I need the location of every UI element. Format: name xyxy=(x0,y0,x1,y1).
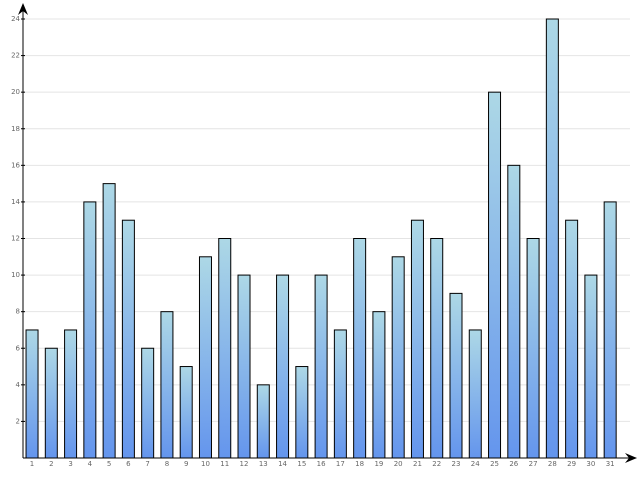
x-tick-label: 14 xyxy=(278,460,287,468)
x-tick-label: 15 xyxy=(297,460,306,468)
x-tick-label: 27 xyxy=(529,460,538,468)
x-tick-label: 11 xyxy=(220,460,229,468)
x-tick-label: 12 xyxy=(240,460,249,468)
x-tick-label: 20 xyxy=(394,460,403,468)
bar xyxy=(102,183,116,459)
bar xyxy=(391,256,405,459)
x-tick-label: 25 xyxy=(490,460,499,468)
x-tick-label: 13 xyxy=(259,460,268,468)
x-tick-label: 16 xyxy=(317,460,326,468)
y-tick-label: 22 xyxy=(11,52,20,60)
y-tick-label: 4 xyxy=(16,381,21,389)
bar xyxy=(603,201,617,459)
y-tick-label: 6 xyxy=(16,344,21,352)
bar xyxy=(449,292,463,459)
bar xyxy=(256,384,270,459)
x-tick-label: 4 xyxy=(88,460,93,468)
y-tick-label: 24 xyxy=(11,15,20,23)
x-tick-label: 2 xyxy=(49,460,53,468)
x-axis-arrow xyxy=(625,453,637,463)
x-tick-label: 1 xyxy=(30,460,34,468)
bar xyxy=(565,219,579,459)
bar xyxy=(468,329,482,459)
x-tick-label: 17 xyxy=(336,460,345,468)
x-tick-label: 6 xyxy=(126,460,131,468)
x-tick-label: 24 xyxy=(471,460,480,468)
bar xyxy=(64,329,78,459)
y-tick-label: 14 xyxy=(11,198,20,206)
y-tick-label: 12 xyxy=(11,235,20,243)
y-tick-label: 18 xyxy=(11,125,20,133)
bar xyxy=(526,238,540,459)
bar xyxy=(295,366,309,459)
x-tick-label: 26 xyxy=(509,460,518,468)
bar xyxy=(314,274,328,459)
y-tick-label: 20 xyxy=(11,88,20,96)
bar xyxy=(584,274,598,459)
x-tick-label: 10 xyxy=(201,460,210,468)
x-tick-label: 18 xyxy=(355,460,364,468)
y-tick-label: 8 xyxy=(16,308,20,316)
bar xyxy=(430,238,444,459)
bar xyxy=(198,256,212,459)
y-tick-label: 16 xyxy=(11,161,20,169)
x-tick-label: 19 xyxy=(374,460,383,468)
y-axis-arrow xyxy=(18,3,28,15)
bar xyxy=(545,18,559,459)
bar xyxy=(507,164,521,459)
bar xyxy=(410,219,424,459)
bar xyxy=(83,201,97,459)
bar xyxy=(121,219,135,459)
bar xyxy=(44,347,58,459)
x-tick-label: 29 xyxy=(567,460,576,468)
x-tick-label: 22 xyxy=(432,460,441,468)
x-tick-label: 5 xyxy=(107,460,111,468)
bar xyxy=(372,311,386,459)
y-tick-label: 2 xyxy=(16,417,20,425)
x-tick-label: 23 xyxy=(452,460,461,468)
x-tick-label: 31 xyxy=(606,460,615,468)
x-tick-label: 7 xyxy=(145,460,149,468)
bar xyxy=(237,274,251,459)
bar xyxy=(333,329,347,459)
bar xyxy=(25,329,39,459)
x-tick-label: 30 xyxy=(586,460,595,468)
x-tick-label: 8 xyxy=(165,460,169,468)
x-tick-label: 21 xyxy=(413,460,422,468)
x-tick-label: 9 xyxy=(184,460,188,468)
bar xyxy=(179,366,193,459)
bar xyxy=(353,238,367,459)
x-tick-label: 28 xyxy=(548,460,557,468)
bar xyxy=(488,91,502,459)
y-tick-label: 10 xyxy=(11,271,20,279)
bar xyxy=(160,311,174,459)
bar xyxy=(218,238,232,459)
bar xyxy=(276,274,290,459)
x-tick-label: 3 xyxy=(68,460,72,468)
bar xyxy=(141,347,155,459)
